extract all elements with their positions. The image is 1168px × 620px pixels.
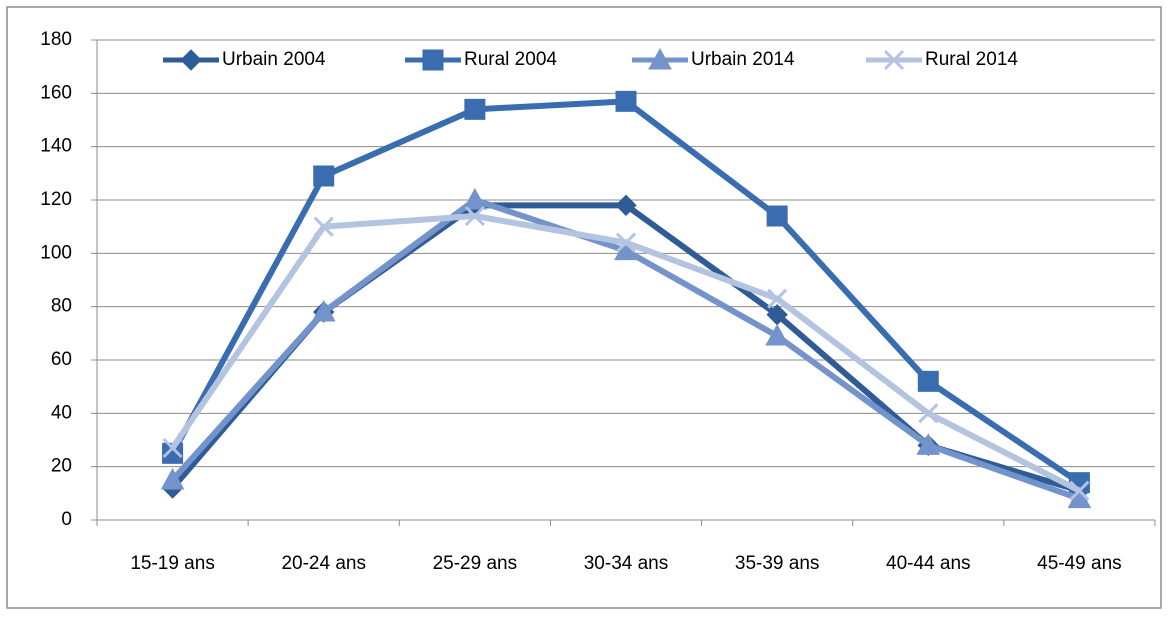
- marker: [1069, 480, 1090, 501]
- marker: [180, 49, 202, 71]
- marker: [615, 232, 637, 253]
- x-tick-label: 45-49 ans: [1037, 553, 1122, 574]
- marker: [311, 299, 336, 322]
- y-tick-label: 20: [51, 456, 72, 477]
- y-tick-label: 40: [51, 402, 72, 423]
- legend-label: Rural 2014: [925, 49, 1018, 70]
- y-tick-label: 0: [61, 509, 72, 530]
- chart-frame: [6, 6, 1162, 609]
- y-tick-label: 180: [40, 29, 72, 50]
- marker: [464, 205, 485, 227]
- marker: [883, 49, 905, 71]
- x-tick-label: 25-29 ans: [433, 553, 518, 574]
- y-tick-label: 160: [40, 82, 72, 103]
- marker: [765, 323, 789, 346]
- marker: [162, 437, 183, 459]
- x-tick-label: 35-39 ans: [735, 553, 820, 574]
- legend-label: Rural 2004: [464, 49, 557, 70]
- x-tick-label: 40-44 ans: [886, 553, 971, 574]
- series: [162, 90, 1090, 494]
- marker: [615, 90, 637, 112]
- marker: [160, 467, 185, 490]
- marker: [916, 433, 941, 455]
- x-tick-label: 30-34 ans: [584, 553, 669, 574]
- marker: [615, 194, 637, 217]
- y-tick-label: 60: [51, 349, 72, 370]
- y-tick-label: 100: [40, 242, 72, 263]
- series: [160, 187, 1092, 509]
- marker: [463, 187, 487, 210]
- x-tick-label: 15-19 ans: [130, 553, 215, 574]
- legend-label: Urbain 2004: [222, 49, 326, 70]
- y-tick-label: 80: [51, 296, 72, 317]
- y-tick-label: 120: [40, 189, 72, 210]
- marker: [918, 403, 939, 424]
- x-tick-label: 20-24 ans: [281, 553, 366, 574]
- marker: [313, 165, 335, 187]
- marker: [648, 47, 672, 70]
- marker: [766, 205, 788, 227]
- marker: [917, 370, 939, 392]
- marker: [313, 216, 334, 237]
- series: [162, 205, 1090, 501]
- legend-label: Urbain 2014: [691, 49, 795, 70]
- y-tick-label: 140: [40, 136, 72, 157]
- marker: [464, 98, 486, 120]
- marker: [767, 288, 788, 309]
- marker: [422, 49, 444, 71]
